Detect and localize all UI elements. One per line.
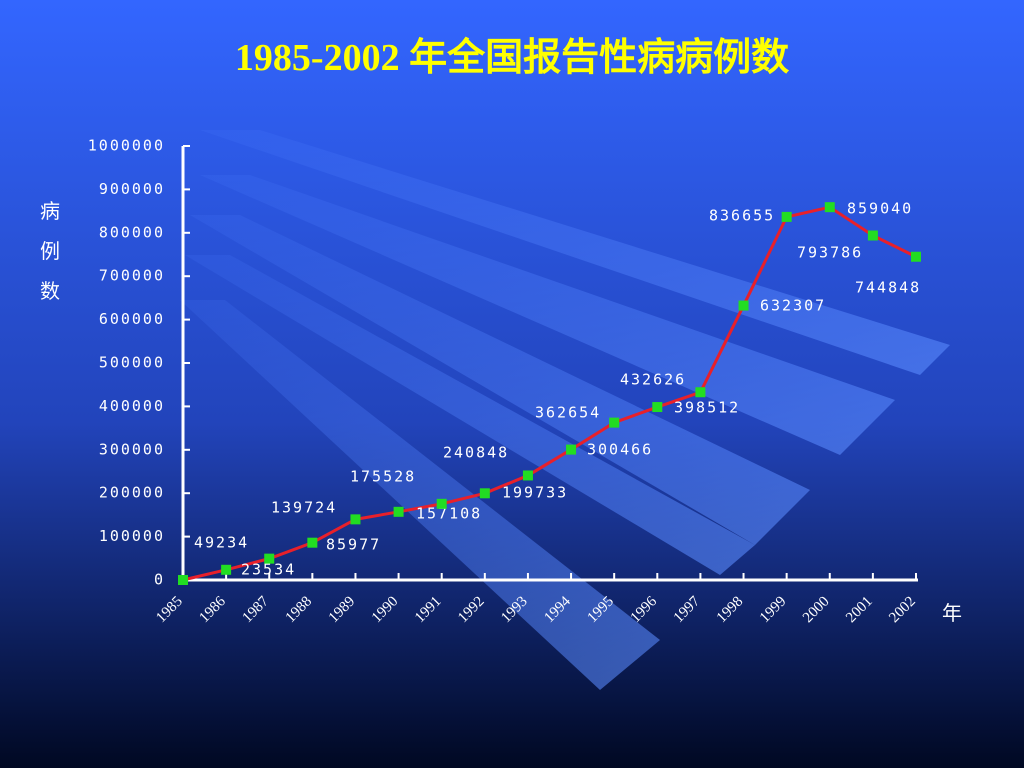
y-axis-label-text: 病例数 — [40, 199, 60, 303]
data-label: 300466 — [587, 441, 653, 459]
data-point — [264, 553, 275, 564]
data-label: 836655 — [709, 207, 775, 225]
data-point — [436, 498, 447, 509]
data-label: 157108 — [416, 505, 482, 523]
data-label: 398512 — [674, 399, 740, 417]
data-label: 632307 — [760, 297, 826, 315]
y-tick-label: 0 — [154, 571, 165, 589]
data-label: 793786 — [797, 244, 863, 262]
data-label: 139724 — [271, 499, 337, 517]
y-tick-label: 200000 — [99, 484, 165, 502]
data-label: 175528 — [350, 468, 416, 486]
data-point — [911, 251, 921, 262]
data-point — [350, 514, 361, 525]
y-tick-label: 300000 — [99, 440, 165, 458]
data-label: 49234 — [194, 534, 249, 552]
data-point — [738, 300, 749, 311]
data-point — [307, 537, 318, 548]
data-point — [178, 575, 188, 585]
data-point — [479, 488, 490, 499]
data-point — [393, 506, 404, 517]
data-label: 744848 — [855, 279, 921, 297]
y-tick-label: 600000 — [99, 310, 165, 328]
data-point — [221, 564, 232, 575]
chart-title: 1985-2002 年全国报告性病病例数 — [235, 36, 789, 79]
data-point — [522, 470, 533, 481]
y-tick-label: 100000 — [99, 527, 165, 545]
data-point — [695, 387, 706, 398]
data-point — [609, 417, 620, 428]
y-tick-label: 700000 — [99, 267, 165, 285]
data-line — [182, 205, 917, 582]
y-tick-label: 1000000 — [88, 137, 165, 155]
data-label: 362654 — [535, 404, 601, 422]
data-point — [781, 211, 792, 222]
y-tick-label: 500000 — [99, 354, 165, 372]
data-label: 432626 — [620, 371, 686, 389]
data-label: 240848 — [443, 444, 509, 462]
y-tick-label: 900000 — [99, 180, 165, 198]
decor-stripes — [180, 130, 950, 690]
data-point — [824, 202, 835, 213]
data-label: 199733 — [502, 484, 568, 502]
data-label: 859040 — [847, 200, 913, 218]
data-label: 23534 — [241, 561, 296, 579]
data-point — [566, 444, 577, 455]
data-point — [867, 230, 878, 241]
y-tick-label: 800000 — [99, 223, 165, 241]
y-tick-label: 400000 — [99, 397, 165, 415]
x-axis-label: 年 — [942, 601, 962, 625]
y-axis-label: 病例数 — [40, 199, 60, 303]
data-point — [652, 402, 663, 413]
data-label: 85977 — [326, 536, 381, 554]
